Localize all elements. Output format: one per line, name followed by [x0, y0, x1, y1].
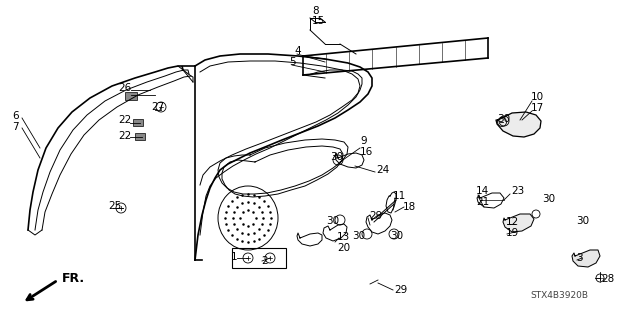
Text: 19: 19: [506, 228, 519, 238]
Text: 27: 27: [151, 102, 164, 112]
Text: 8: 8: [312, 6, 319, 16]
Text: 24: 24: [376, 165, 389, 175]
Text: 26: 26: [118, 83, 131, 93]
Text: 22: 22: [118, 131, 131, 141]
Bar: [125, 92, 137, 100]
Text: STX4B3920B: STX4B3920B: [530, 292, 588, 300]
Text: 28: 28: [601, 274, 614, 284]
Text: 30: 30: [352, 231, 365, 241]
Text: 14: 14: [476, 186, 489, 196]
Bar: [232, 248, 286, 268]
Polygon shape: [572, 250, 600, 267]
Text: 21: 21: [476, 197, 489, 207]
Polygon shape: [503, 214, 534, 232]
Text: 16: 16: [360, 147, 373, 157]
Text: 5: 5: [289, 57, 296, 67]
Text: 29: 29: [369, 211, 382, 221]
Text: 2: 2: [261, 256, 268, 266]
Text: 30: 30: [576, 216, 589, 226]
Text: 4: 4: [294, 46, 301, 56]
Text: 10: 10: [531, 92, 544, 102]
Text: 30: 30: [542, 194, 555, 204]
Text: 1: 1: [231, 252, 237, 262]
Text: 30: 30: [326, 216, 339, 226]
Text: 23: 23: [511, 186, 524, 196]
Text: 20: 20: [337, 243, 350, 253]
Text: 15: 15: [312, 16, 325, 26]
Text: 22: 22: [118, 115, 131, 125]
Text: 30: 30: [497, 114, 510, 124]
Text: 9: 9: [360, 136, 367, 146]
Text: 17: 17: [531, 103, 544, 113]
Bar: [133, 118, 143, 125]
Text: 11: 11: [393, 191, 406, 201]
Text: 30: 30: [330, 152, 343, 162]
Text: 3: 3: [576, 253, 582, 263]
Text: 30: 30: [390, 231, 403, 241]
Bar: [135, 132, 145, 139]
Text: 18: 18: [403, 202, 416, 212]
Text: FR.: FR.: [62, 271, 85, 285]
Text: 12: 12: [506, 217, 519, 227]
Text: 25: 25: [108, 201, 121, 211]
Text: 6: 6: [12, 111, 19, 121]
Polygon shape: [496, 112, 541, 137]
Text: 7: 7: [12, 122, 19, 132]
Text: 29: 29: [394, 285, 407, 295]
Text: 13: 13: [337, 232, 350, 242]
